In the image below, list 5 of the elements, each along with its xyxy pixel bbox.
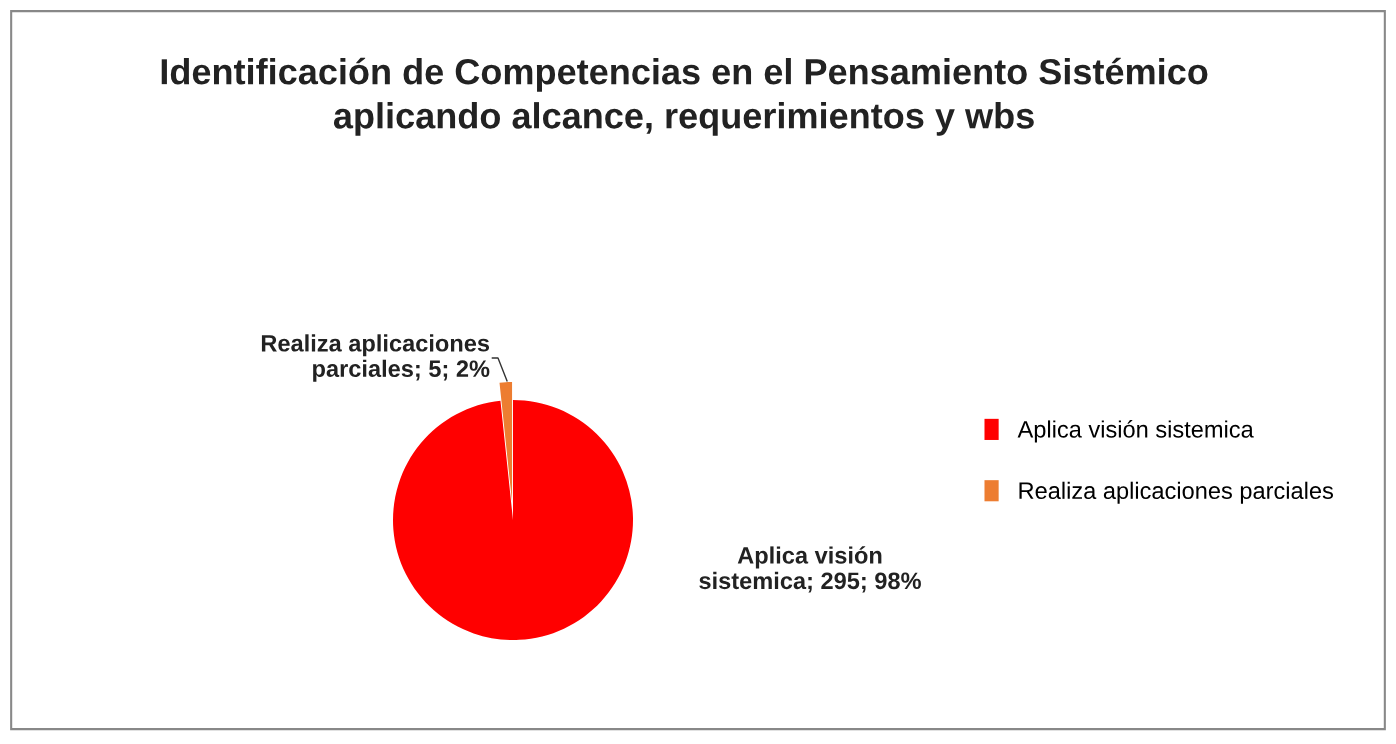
chart-title: Identificación de Competencias en el Pensamiento Sistémico aplicando alcance, requerimientos y wbs bbox=[161, 57, 1208, 136]
legend-label: Aplica visión sistemica bbox=[1017, 420, 1254, 443]
legend-label: Realiza aplicaciones parciales bbox=[1019, 481, 1333, 504]
data-label: Realiza aplicaciones parciales; 5; 2% bbox=[261, 334, 490, 382]
data-label: Aplica visión sistemica; 295; 98% bbox=[699, 546, 921, 593]
